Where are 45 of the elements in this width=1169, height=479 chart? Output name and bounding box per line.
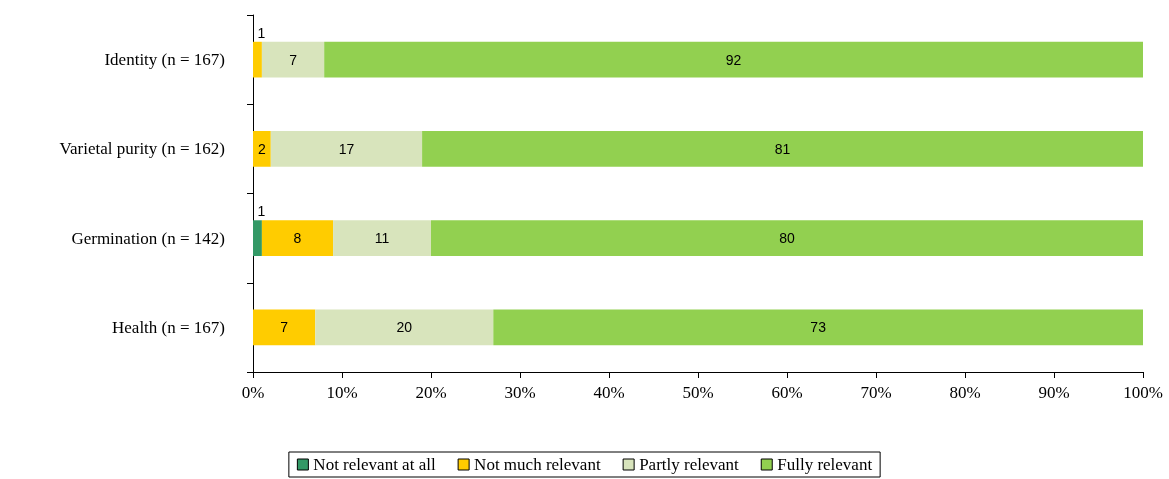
x-tick-label: 30%: [504, 383, 536, 402]
bar: [431, 220, 1143, 256]
bar: [253, 309, 316, 346]
data-label: 7: [289, 51, 298, 68]
y-tick-label: Health (n = 167): [112, 317, 225, 337]
bar: [261, 220, 334, 256]
data-label: 80: [779, 230, 795, 247]
data-label: 81: [774, 140, 791, 157]
data-label: 7: [280, 319, 289, 336]
legend-label: Partly relevant: [639, 455, 740, 474]
bar: [324, 41, 1143, 78]
x-tick-label: 90%: [1038, 383, 1070, 402]
bar: [253, 131, 271, 167]
legend-label: Not much relevant: [474, 455, 601, 474]
bar: [270, 131, 423, 167]
legend-label: Not relevant at all: [313, 455, 436, 474]
bar: [253, 220, 262, 256]
y-tick-label: Varietal purity (n = 162): [59, 139, 225, 159]
bar: [493, 309, 1143, 346]
bar: [422, 131, 1143, 167]
x-tick-label: 60%: [771, 383, 803, 402]
x-tick-label: 40%: [593, 383, 625, 402]
x-tick-label: 0%: [241, 383, 265, 402]
data-label: 92: [725, 51, 742, 68]
x-tick-label: 10%: [326, 383, 358, 402]
x-tick-label: 20%: [415, 383, 447, 402]
data-label: 20: [396, 319, 413, 336]
data-label: 1: [257, 24, 266, 41]
x-tick-label: 100%: [1123, 383, 1163, 402]
bar: [261, 41, 325, 78]
y-tick-label: Identity (n = 167): [104, 50, 225, 70]
x-tick-label: 80%: [949, 383, 981, 402]
bar: [253, 41, 262, 78]
data-label: 73: [810, 319, 827, 336]
legend-label: Fully relevant: [777, 455, 873, 474]
data-label: 2: [258, 140, 266, 157]
data-label: 1: [257, 203, 266, 220]
data-label: 11: [374, 230, 390, 247]
data-label: 17: [338, 140, 355, 157]
x-tick-label: 70%: [860, 383, 892, 402]
y-tick-label: Germination (n = 142): [71, 228, 225, 248]
x-tick-label: 50%: [682, 383, 714, 402]
bar: [333, 220, 431, 256]
data-label: 8: [293, 230, 302, 247]
bar: [315, 309, 494, 346]
